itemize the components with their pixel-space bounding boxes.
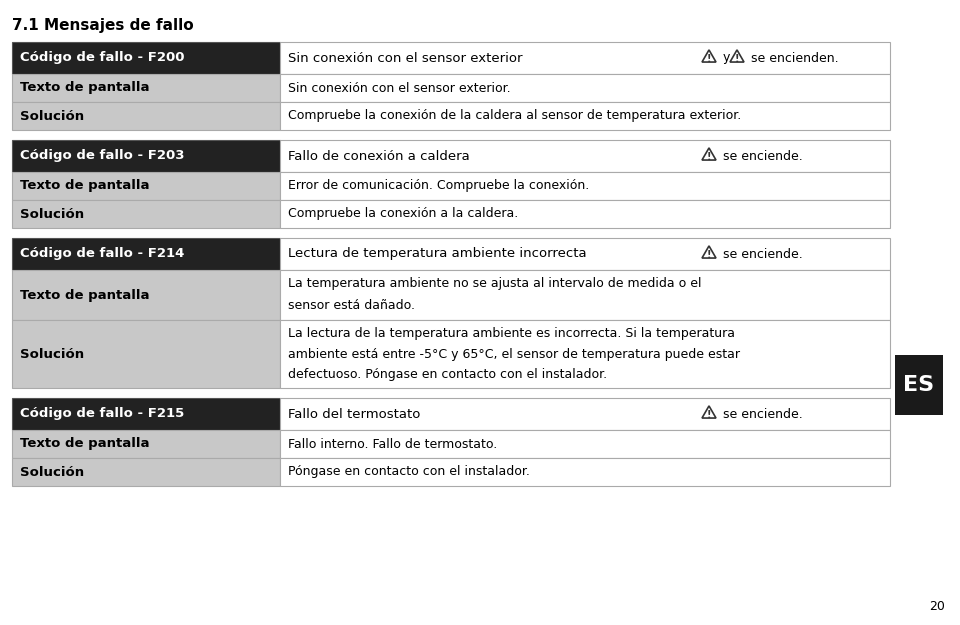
Text: !: ! (707, 152, 711, 162)
FancyBboxPatch shape (12, 320, 280, 388)
FancyBboxPatch shape (280, 140, 890, 172)
Text: se enciende.: se enciende. (723, 149, 803, 162)
Text: Texto de pantalla: Texto de pantalla (20, 81, 150, 94)
FancyBboxPatch shape (12, 270, 280, 320)
Text: Sin conexión con el sensor exterior: Sin conexión con el sensor exterior (288, 51, 522, 64)
Text: !: ! (707, 250, 711, 260)
FancyBboxPatch shape (280, 42, 890, 74)
FancyBboxPatch shape (12, 74, 280, 102)
Polygon shape (702, 148, 716, 160)
Text: Texto de pantalla: Texto de pantalla (20, 179, 150, 192)
FancyBboxPatch shape (12, 140, 280, 172)
FancyBboxPatch shape (280, 102, 890, 130)
Text: defectuoso. Póngase en contacto con el instalador.: defectuoso. Póngase en contacto con el i… (288, 368, 607, 381)
FancyBboxPatch shape (280, 74, 890, 102)
Text: !: ! (707, 410, 711, 420)
FancyBboxPatch shape (280, 320, 890, 388)
Text: Póngase en contacto con el instalador.: Póngase en contacto con el instalador. (288, 466, 530, 479)
Text: Código de fallo - F215: Código de fallo - F215 (20, 408, 184, 421)
Text: Fallo de conexión a caldera: Fallo de conexión a caldera (288, 149, 469, 162)
FancyBboxPatch shape (12, 238, 280, 270)
Text: y: y (723, 51, 731, 64)
FancyBboxPatch shape (12, 42, 280, 74)
Text: sensor está dañado.: sensor está dañado. (288, 299, 415, 312)
Text: La temperatura ambiente no se ajusta al intervalo de medida o el: La temperatura ambiente no se ajusta al … (288, 277, 702, 290)
Text: Código de fallo - F214: Código de fallo - F214 (20, 248, 184, 261)
Text: Compruebe la conexión de la caldera al sensor de temperatura exterior.: Compruebe la conexión de la caldera al s… (288, 109, 741, 123)
FancyBboxPatch shape (12, 102, 280, 130)
Text: La lectura de la temperatura ambiente es incorrecta. Si la temperatura: La lectura de la temperatura ambiente es… (288, 327, 735, 340)
Text: Error de comunicación. Compruebe la conexión.: Error de comunicación. Compruebe la cone… (288, 179, 589, 192)
FancyBboxPatch shape (280, 172, 890, 200)
Polygon shape (730, 50, 744, 62)
Text: Fallo del termostato: Fallo del termostato (288, 408, 420, 421)
Text: se enciende.: se enciende. (723, 408, 803, 421)
Text: Texto de pantalla: Texto de pantalla (20, 438, 150, 451)
FancyBboxPatch shape (280, 458, 890, 486)
FancyBboxPatch shape (280, 430, 890, 458)
FancyBboxPatch shape (895, 355, 943, 415)
Text: Compruebe la conexión a la caldera.: Compruebe la conexión a la caldera. (288, 208, 518, 221)
Text: Código de fallo - F200: Código de fallo - F200 (20, 51, 184, 64)
Text: Solución: Solución (20, 348, 84, 361)
Text: Solución: Solución (20, 466, 84, 479)
FancyBboxPatch shape (12, 458, 280, 486)
Text: Código de fallo - F203: Código de fallo - F203 (20, 149, 184, 162)
Text: !: ! (707, 54, 711, 64)
Text: Sin conexión con el sensor exterior.: Sin conexión con el sensor exterior. (288, 81, 511, 94)
Text: 7.1 Mensajes de fallo: 7.1 Mensajes de fallo (12, 18, 194, 33)
FancyBboxPatch shape (280, 270, 890, 320)
Text: se encienden.: se encienden. (751, 51, 839, 64)
FancyBboxPatch shape (280, 398, 890, 430)
Text: !: ! (734, 54, 739, 64)
FancyBboxPatch shape (12, 172, 280, 200)
FancyBboxPatch shape (12, 430, 280, 458)
Text: ES: ES (903, 375, 935, 395)
Text: ambiente está entre -5°C y 65°C, el sensor de temperatura puede estar: ambiente está entre -5°C y 65°C, el sens… (288, 348, 740, 361)
FancyBboxPatch shape (280, 200, 890, 228)
FancyBboxPatch shape (280, 238, 890, 270)
Polygon shape (702, 406, 716, 418)
Text: Fallo interno. Fallo de termostato.: Fallo interno. Fallo de termostato. (288, 438, 497, 451)
Polygon shape (702, 246, 716, 258)
Text: Lectura de temperatura ambiente incorrecta: Lectura de temperatura ambiente incorrec… (288, 248, 587, 261)
FancyBboxPatch shape (12, 200, 280, 228)
Text: se enciende.: se enciende. (723, 248, 803, 261)
FancyBboxPatch shape (12, 398, 280, 430)
Text: Solución: Solución (20, 109, 84, 123)
Text: Texto de pantalla: Texto de pantalla (20, 289, 150, 301)
Polygon shape (702, 50, 716, 62)
Text: 20: 20 (929, 600, 945, 613)
Text: Solución: Solución (20, 208, 84, 221)
